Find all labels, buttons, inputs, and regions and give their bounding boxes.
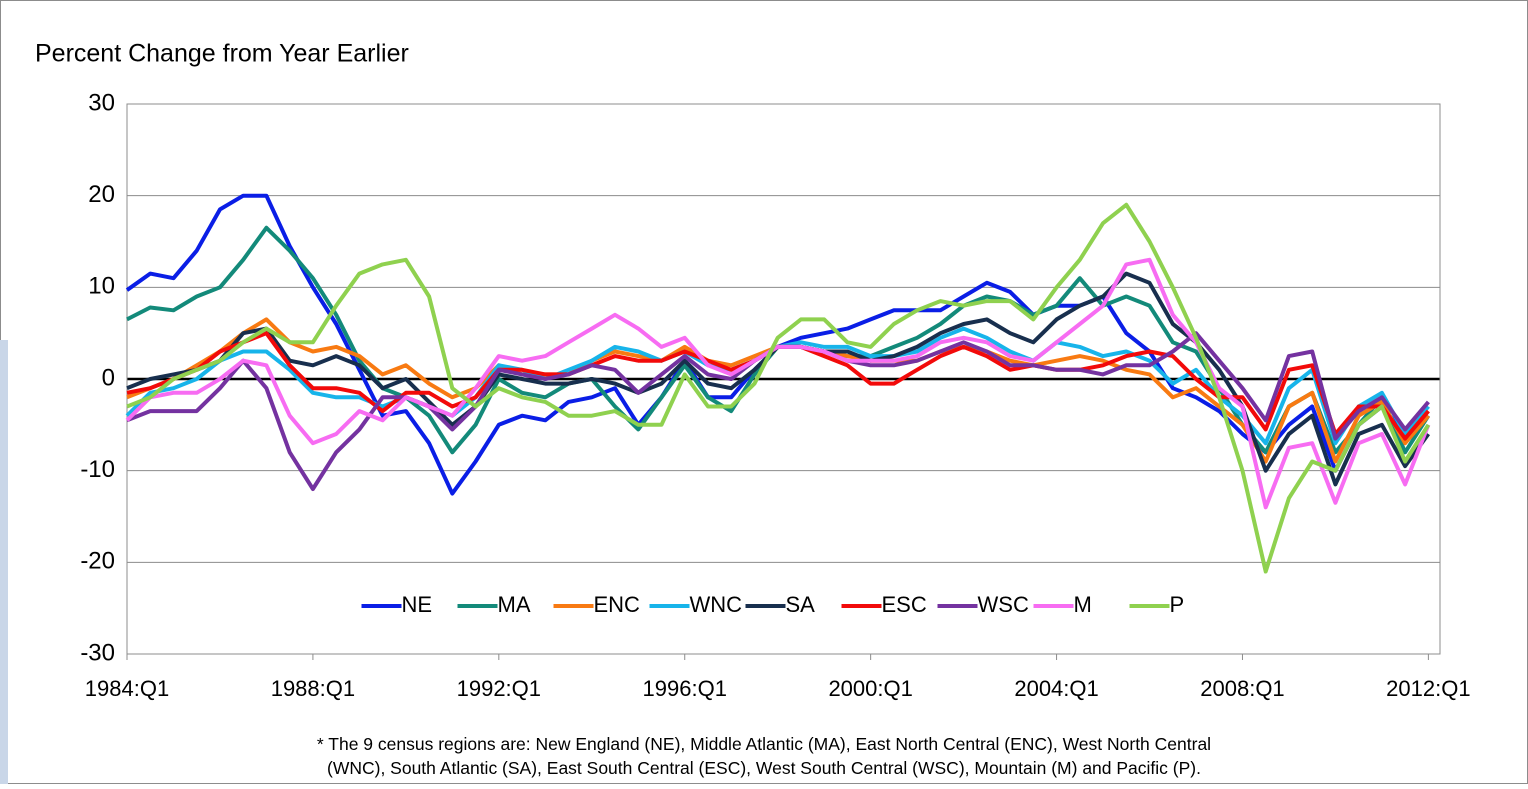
plot-frame (126, 103, 1441, 655)
y-tick-label: 20 (88, 181, 115, 208)
series-line (126, 202, 1431, 574)
x-tick-label: 2012:Q1 (1386, 676, 1470, 701)
y-tick-label: 0 (102, 364, 115, 391)
chart-title: Percent Change from Year Earlier (35, 40, 409, 68)
x-tick-label: 1988:Q1 (271, 676, 355, 701)
side-strip (0, 340, 8, 784)
legend-label: WNC (690, 592, 743, 617)
x-tick-label: 1992:Q1 (457, 676, 541, 701)
legend-label: ENC (594, 592, 641, 617)
legend-label: M (1074, 592, 1092, 617)
footnote: * The 9 census regions are: New England … (317, 734, 1211, 778)
y-tick-label: 10 (88, 273, 115, 300)
legend-label: ESC (882, 592, 927, 617)
x-tick-label: 1984:Q1 (85, 676, 169, 701)
y-tick-label: 30 (88, 89, 115, 116)
x-tick-label: 1996:Q1 (643, 676, 727, 701)
legend-label: WSC (978, 592, 1029, 617)
x-tick-label: 2004:Q1 (1014, 676, 1098, 701)
footnote-line: (WNC), South Atlantic (SA), East South C… (327, 758, 1201, 778)
y-tick-label: -30 (80, 639, 115, 666)
legend-label: NE (402, 592, 433, 617)
x-tick-label: 2000:Q1 (828, 676, 912, 701)
x-tick-label: 2008:Q1 (1200, 676, 1284, 701)
footnote-line: * The 9 census regions are: New England … (317, 734, 1211, 754)
y-tick-label: -20 (80, 548, 115, 575)
legend-label: SA (786, 592, 816, 617)
legend-label: MA (498, 592, 531, 617)
y-tick-label: -10 (80, 456, 115, 483)
legend-label: P (1170, 592, 1185, 617)
